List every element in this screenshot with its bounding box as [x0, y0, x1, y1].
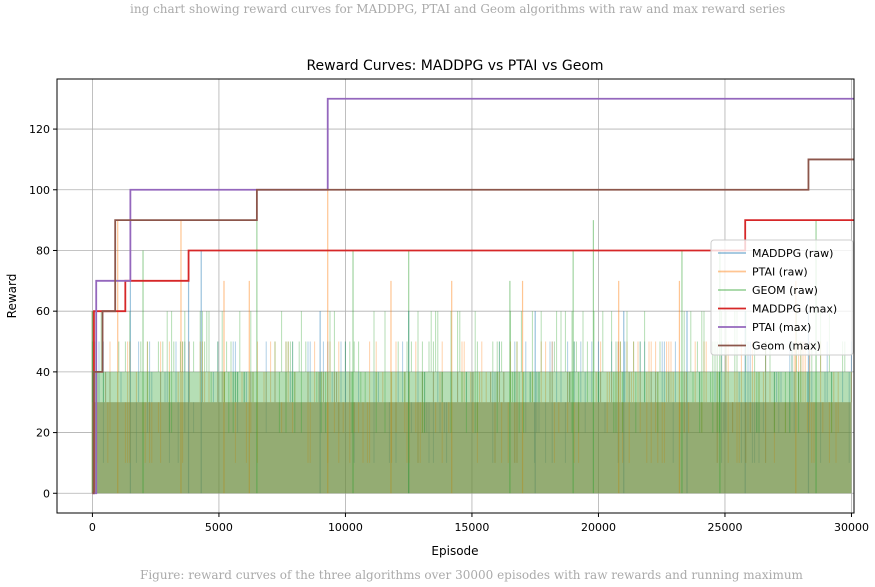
y-tick-label: 80 [36, 244, 50, 257]
max-series-layer [92, 97, 854, 495]
raw-band-maddpg-raw- [92, 402, 852, 494]
legend-label: Geom (max) [752, 340, 821, 353]
y-tick-label: 0 [43, 487, 50, 500]
max-line-geom-max- [92, 158, 854, 495]
top-caption-fragment: ing chart showing reward curves for MADD… [130, 2, 786, 16]
chart-title: Reward Curves: MADDPG vs PTAI vs Geom [306, 58, 603, 74]
y-tick-label: 60 [36, 305, 50, 318]
x-tick-label: 30000 [834, 521, 869, 534]
x-tick-label: 25000 [707, 521, 742, 534]
raw-band-geom-raw- [92, 371, 852, 494]
y-tick-label: 20 [36, 427, 50, 440]
x-tick-label: 15000 [454, 521, 489, 534]
legend: MADDPG (raw) PTAI (raw) GEOM (raw) MADDPG (… [710, 239, 854, 356]
y-tick-label: 100 [29, 184, 50, 197]
x-tick-label: 10000 [328, 521, 363, 534]
raw-series-layer [91, 189, 852, 494]
legend-label: MADDPG (max) [752, 303, 837, 316]
legend-label: PTAI (raw) [752, 266, 808, 279]
legend-label: PTAI (max) [752, 321, 811, 334]
legend-label: MADDPG (raw) [752, 247, 833, 260]
y-axis-label: Reward [5, 274, 19, 319]
tick-layer: 0 5000 10000 15000 20000 25000 30000 0 20 40 60 80 1… [29, 123, 869, 534]
legend-label: GEOM (raw) [752, 284, 818, 297]
plot-frame [56, 78, 855, 514]
y-tick-label: 40 [36, 366, 50, 379]
x-tick-label: 20000 [581, 521, 616, 534]
x-axis-label: Episode [431, 544, 478, 558]
x-tick-label: 0 [89, 521, 96, 534]
legend-box [710, 239, 854, 356]
bottom-caption-fragment: Figure: reward curves of the three algor… [140, 568, 803, 582]
raw-band-ptai-raw- [92, 402, 852, 494]
max-line-ptai-max- [92, 97, 854, 495]
y-tick-label: 120 [29, 123, 50, 136]
x-tick-label: 5000 [205, 521, 233, 534]
